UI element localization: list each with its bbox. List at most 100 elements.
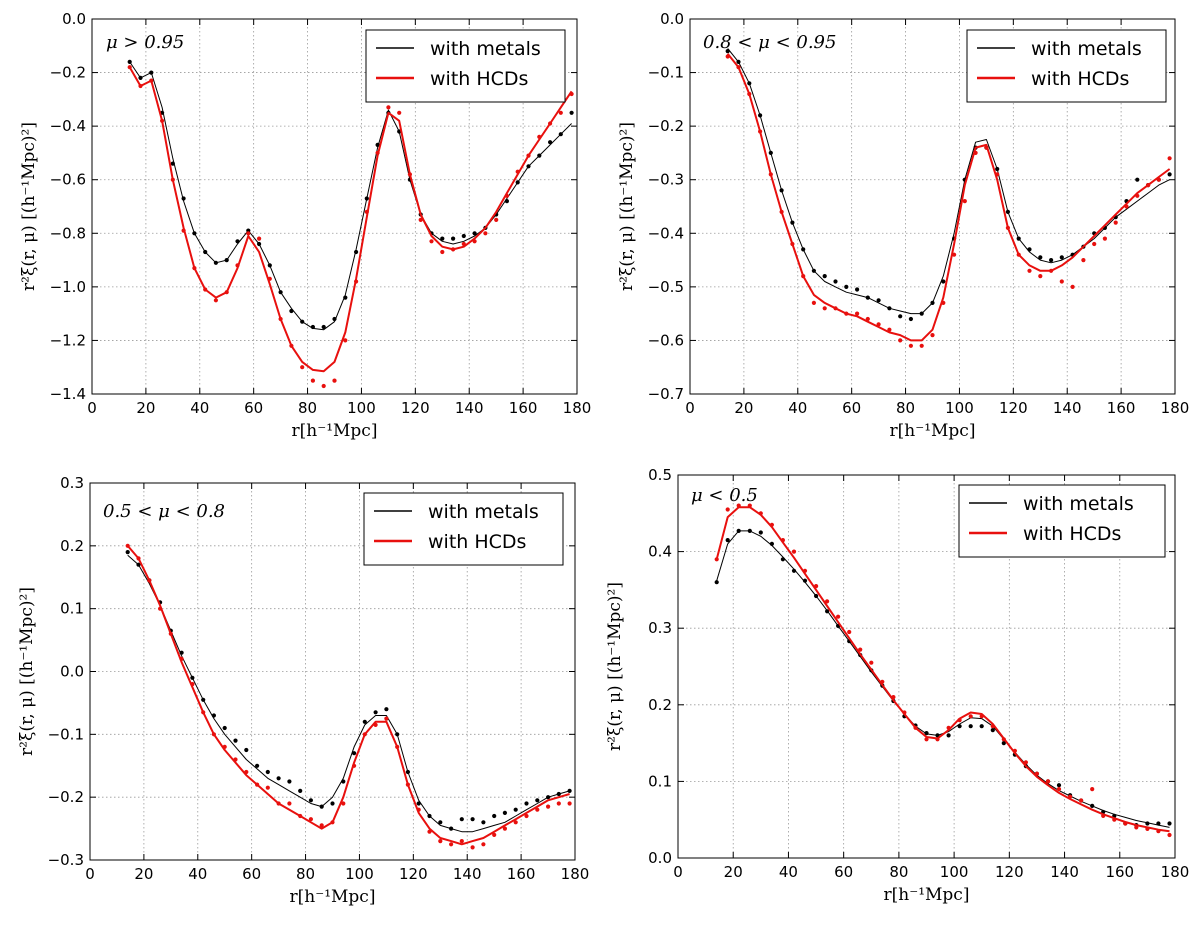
hcds-data-point (1112, 817, 1117, 822)
x-tick-label: 120 (999, 399, 1028, 417)
metals-data-point (244, 747, 249, 753)
hcds-data-point (429, 239, 434, 244)
y-tick-label: −0.4 (648, 224, 684, 242)
hcds-data-point (1079, 798, 1084, 803)
hcds-data-point (1102, 236, 1107, 241)
metals-data-point (265, 769, 270, 775)
metals-data-point (127, 59, 132, 64)
x-tick-label: 140 (455, 399, 484, 417)
hcds-data-point (567, 801, 572, 806)
legend-label-hcds: with HCDs (430, 68, 528, 90)
x-tick-label: 0 (685, 399, 695, 417)
metals-data-point (526, 164, 531, 169)
hcds-data-point (147, 578, 152, 583)
panel-mu-range-label: μ > 0.95 (106, 32, 184, 53)
hcds-data-point (1068, 794, 1073, 799)
chart-panel-4: 0 20 40 60 80 100 120 140 160 180 0.5 0.4 0.3 0.2 0.1 0… (605, 466, 1189, 905)
x-tick-label: 120 (401, 399, 430, 417)
hcds-data-point (952, 252, 957, 257)
hcds-data-point (811, 300, 817, 305)
hcds-data-point (470, 845, 475, 850)
hcds-data-point (822, 306, 827, 311)
metals-data-point (481, 820, 486, 825)
x-tick-label: 100 (345, 865, 374, 883)
metals-data-point (567, 788, 572, 794)
metals-data-point (470, 817, 475, 822)
metals-data-point (289, 308, 294, 314)
y-tick-label: −0.6 (50, 171, 86, 189)
metals-data-point (1056, 783, 1062, 788)
hcds-data-point (833, 306, 838, 311)
hcds-data-point (1124, 204, 1129, 209)
hcds-data-point (1156, 829, 1161, 834)
hcds-data-point (1001, 737, 1006, 742)
y-tick-label: −1.0 (50, 278, 86, 296)
metals-data-point (801, 247, 806, 252)
hcds-data-point (790, 241, 795, 247)
metals-data-point (310, 324, 315, 330)
metals-data-point (472, 231, 477, 236)
metals-data-point (287, 779, 292, 784)
hcds-data-point (869, 660, 874, 665)
hcds-data-point (192, 266, 197, 271)
hcds-series-line (726, 53, 1171, 342)
metals-data-point (170, 161, 175, 166)
hcds-data-point (201, 710, 206, 715)
metals-data-point (427, 813, 432, 819)
metals-data-point (995, 166, 1000, 172)
hcds-data-point (725, 507, 730, 512)
hcds-data-point (736, 503, 741, 508)
hcds-data-point (941, 300, 946, 305)
hcds-data-point (908, 343, 914, 348)
hcds-data-point (526, 153, 531, 158)
metals-data-point (459, 817, 464, 822)
metals-data-point (790, 220, 795, 225)
hcds-data-point (1034, 771, 1039, 776)
metals-data-point (504, 199, 509, 204)
x-tick-label: 160 (509, 399, 538, 417)
metals-data-point (535, 798, 540, 803)
hcds-data-point (524, 813, 529, 819)
metals-data-point (330, 801, 335, 806)
hcds-data-point (160, 118, 165, 123)
metals-data-point (946, 733, 951, 738)
hcds-data-point (289, 343, 294, 348)
x-tick-label: 120 (995, 863, 1024, 881)
hcds-data-point (1070, 284, 1075, 289)
metals-data-point (343, 295, 348, 300)
y-tick-label: 0.0 (62, 10, 86, 28)
hcds-data-point (930, 333, 935, 338)
plot-frame (677, 474, 1176, 859)
x-tick-label: 160 (507, 865, 536, 883)
metals-data-point (1059, 255, 1064, 260)
metals-data-point (825, 609, 830, 614)
hcds-data-point (257, 236, 262, 241)
hcds-series-line (715, 506, 1170, 833)
hcds-data-point (535, 807, 540, 812)
x-tick-label: 40 (779, 863, 798, 881)
hcds-data-point (343, 338, 348, 343)
hcds-data-point (714, 557, 719, 562)
y-tick-label: 0.0 (660, 10, 684, 28)
y-axis-label: r²ξ(r, μ) [(h⁻¹Mpc)²] (17, 587, 37, 756)
metals-data-point (233, 738, 238, 743)
y-tick-label: 0.1 (60, 600, 84, 618)
hcds-data-point (1059, 279, 1064, 284)
metals-data-point (833, 279, 838, 284)
metals-data-point (395, 732, 400, 737)
hcds-data-point (855, 311, 860, 316)
metals-data-point (257, 241, 262, 247)
metals-data-point (224, 258, 229, 263)
y-axis-label: r²ξ(r, μ) [(h⁻¹Mpc)²] (605, 582, 625, 751)
hcds-data-point (1167, 832, 1172, 838)
hcds-data-point (449, 842, 454, 847)
y-tick-label: −0.7 (648, 385, 684, 403)
x-tick-label: 120 (399, 865, 428, 883)
hcds-data-point (858, 647, 863, 652)
x-tick-label: 60 (834, 863, 853, 881)
metals-data-point (1016, 236, 1021, 241)
y-tick-label: 0.2 (60, 537, 84, 555)
metals-data-point (556, 791, 561, 797)
hcds-data-point (127, 65, 132, 70)
metals-data-point (935, 733, 940, 738)
